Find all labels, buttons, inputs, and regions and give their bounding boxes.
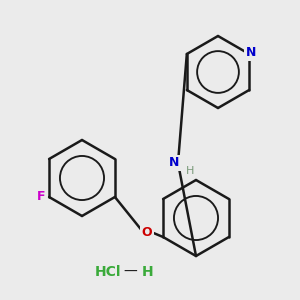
Text: —: — bbox=[123, 265, 137, 279]
Text: O: O bbox=[142, 226, 152, 238]
Text: N: N bbox=[246, 46, 256, 59]
Text: H: H bbox=[142, 265, 154, 279]
Text: N: N bbox=[169, 157, 179, 169]
Text: F: F bbox=[37, 190, 45, 203]
Text: HCl: HCl bbox=[95, 265, 121, 279]
Text: H: H bbox=[186, 166, 194, 176]
